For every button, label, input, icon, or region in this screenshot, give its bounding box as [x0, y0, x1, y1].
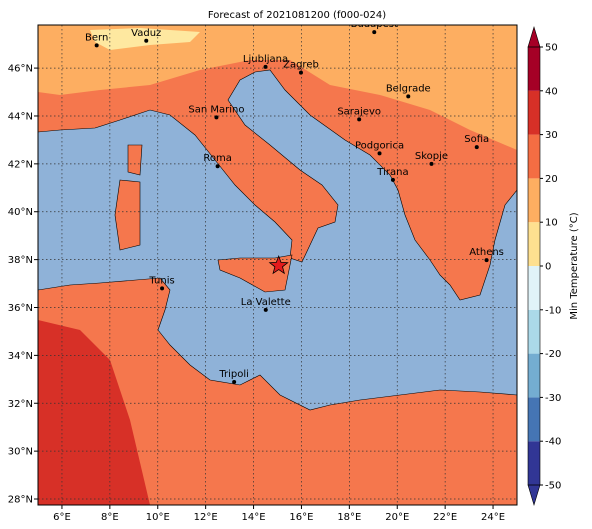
city-dot	[377, 151, 382, 156]
colorbar-tick-label: 10	[545, 218, 558, 229]
city-label: Ljubljana	[243, 54, 288, 65]
colorbar-label: Min Temperature (°C)	[569, 212, 580, 319]
city-label: Roma	[203, 153, 232, 164]
city-dot	[160, 286, 165, 291]
x-tick-label: 10°E	[146, 512, 170, 523]
colorbar-tick-label: -50	[545, 481, 561, 492]
y-tick-label: 38°N	[8, 255, 33, 266]
colorbar-band	[528, 222, 540, 266]
city-label: Budapest	[351, 19, 398, 30]
city-label: La Valette	[241, 297, 291, 308]
star-marker	[268, 254, 289, 275]
city-dot	[144, 38, 149, 43]
y-tick-label: 30°N	[8, 447, 33, 458]
y-tick-label: 46°N	[8, 64, 33, 75]
y-tick-label: 34°N	[8, 351, 33, 362]
colorbar-tick-label: 20	[545, 174, 558, 185]
city-dot	[263, 307, 268, 312]
hot-zone	[38, 320, 150, 505]
colorbar-tick-label: 0	[545, 262, 551, 273]
map-title: Forecast of 2021081200 (f000-024)	[208, 10, 386, 21]
city-dot	[357, 117, 362, 122]
x-tick-label: 24°E	[481, 512, 505, 523]
y-tick-label: 44°N	[8, 111, 33, 122]
colorbar-tick-label: -40	[545, 437, 561, 448]
colorbar-band	[528, 309, 540, 354]
colorbar-band	[528, 353, 540, 398]
city-dot	[215, 164, 220, 169]
city-dot	[474, 145, 479, 150]
sardinia	[114, 179, 141, 251]
city-label: Sarajevo	[337, 106, 381, 117]
city-label: Bern	[85, 32, 108, 43]
city-label: San Marino	[188, 104, 244, 115]
colorbar-tick-label: -30	[545, 393, 561, 404]
city-dot	[429, 161, 434, 166]
city-dot	[214, 115, 219, 120]
colorbar-tick-label: 40	[545, 86, 558, 97]
alps-cold	[90, 28, 200, 50]
colorbar-extend-bottom	[527, 484, 541, 507]
city-label: Tunis	[148, 275, 174, 286]
x-tick-label: 18°E	[337, 512, 361, 523]
city-dot	[232, 379, 237, 384]
colorbar-band	[528, 47, 540, 91]
city-dot	[484, 258, 489, 263]
x-tick-label: 20°E	[385, 512, 409, 523]
city-dot	[406, 94, 411, 99]
city-dot	[94, 43, 99, 48]
colorbar-tick-label: -10	[545, 305, 561, 316]
city-label: Belgrade	[386, 83, 431, 94]
map-frame	[37, 24, 518, 506]
colorbar-band	[528, 178, 540, 223]
colorbar-band	[528, 266, 540, 310]
colorbar-band	[528, 90, 540, 135]
city-dot	[372, 30, 377, 35]
city-label: Tripoli	[218, 369, 249, 380]
city-label: Vaduz	[131, 28, 161, 39]
y-tick-label: 36°N	[8, 303, 33, 314]
y-tick-label: 42°N	[8, 159, 33, 170]
city-label: Podgorica	[355, 140, 404, 151]
x-tick-label: 22°E	[433, 512, 457, 523]
colorbar-band	[528, 441, 540, 485]
colorbar-extend-top	[527, 25, 541, 48]
city-dot	[263, 64, 268, 69]
axes: 6°E 8°E 10°E 12°E 14°E 16°E 18°E 20°E 22°E 24°E 28…	[8, 64, 505, 523]
city-label: Skopje	[415, 151, 448, 162]
colorbar: -50 -40 -30 -20 -10 0 10 20 30 40 50 Min Temperatur…	[527, 25, 580, 507]
city-label: Athens	[469, 247, 504, 258]
colorbar-tick-label: 30	[545, 130, 558, 141]
city-label: Zagreb	[283, 60, 319, 71]
x-tick-label: 6°E	[53, 512, 71, 523]
y-tick-label: 32°N	[8, 399, 33, 410]
city-dot	[390, 177, 395, 182]
city-dot	[298, 70, 303, 75]
x-tick-label: 12°E	[194, 512, 218, 523]
x-tick-label: 14°E	[242, 512, 266, 523]
colorbar-tick-label: -20	[545, 349, 561, 360]
city-label: Tirana	[376, 167, 408, 178]
africa-land	[38, 277, 517, 505]
colorbar-band	[528, 397, 540, 442]
x-tick-label: 8°E	[101, 512, 119, 523]
highland-zone	[38, 25, 517, 150]
colorbar-tick-label: 50	[545, 43, 558, 54]
corsica	[127, 144, 143, 176]
y-tick-label: 28°N	[8, 495, 33, 506]
graticule	[38, 25, 517, 505]
colorbar-band	[528, 134, 540, 179]
x-tick-label: 16°E	[289, 512, 313, 523]
city-label: Sofia	[464, 134, 489, 145]
y-tick-label: 40°N	[8, 207, 33, 218]
